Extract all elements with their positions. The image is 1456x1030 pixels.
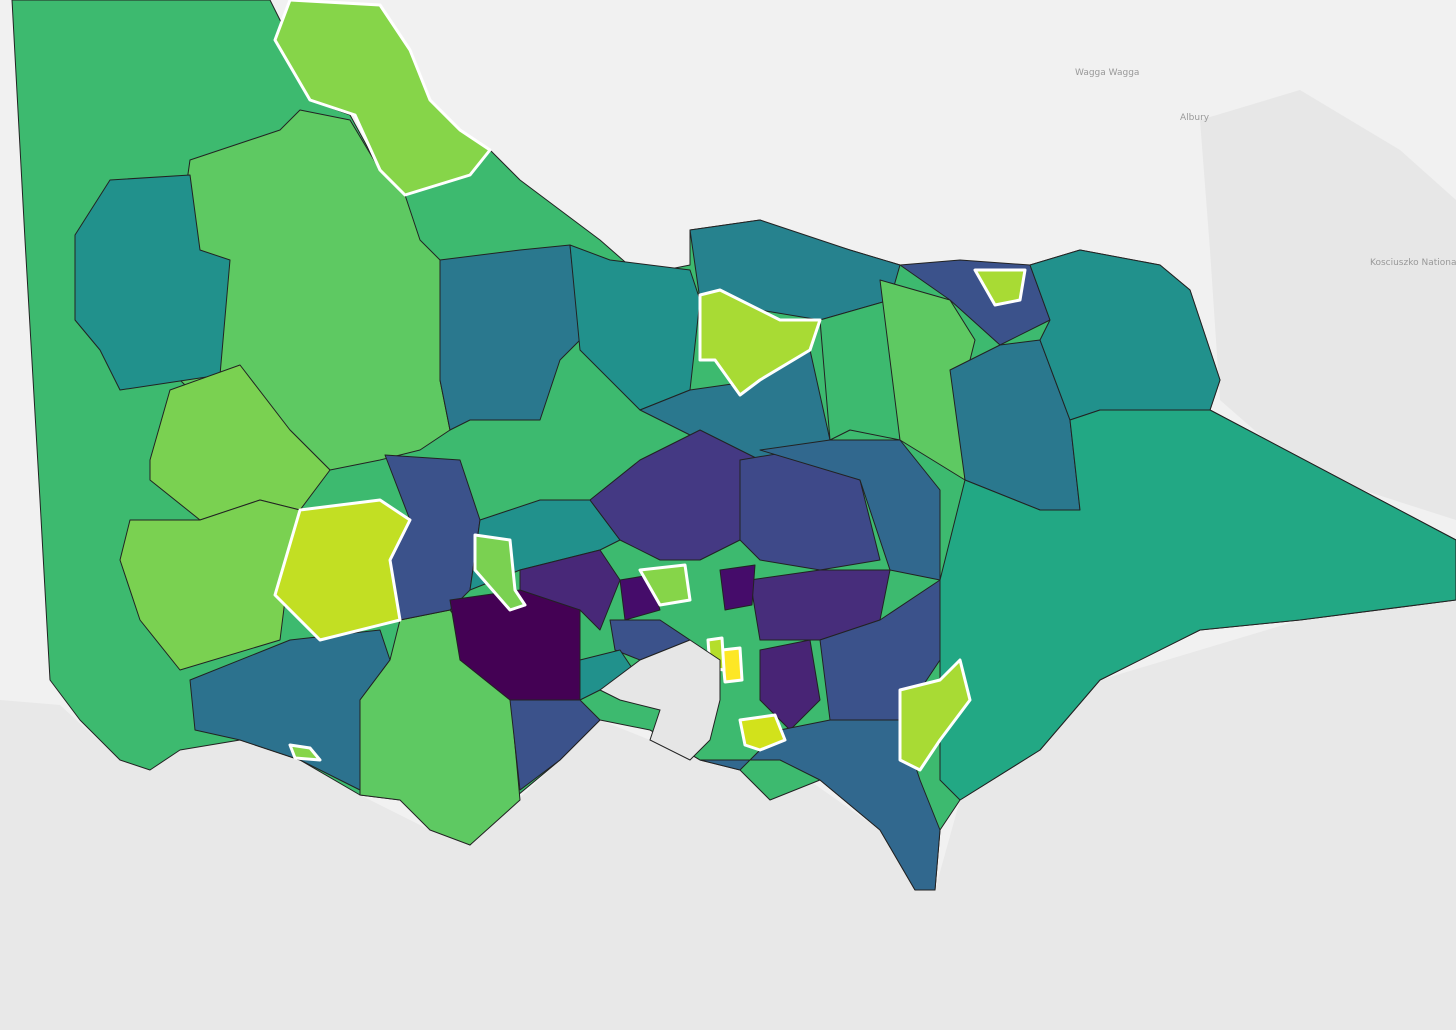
district [698, 288, 822, 397]
basemap-label: Wagga Wagga [1075, 68, 1139, 78]
district [273, 498, 412, 642]
basemap-label: Kosciuszko National Park [1370, 258, 1456, 268]
district [509, 699, 601, 791]
district [273, 0, 492, 197]
terrain-shading [1200, 90, 1456, 520]
district [819, 299, 901, 441]
district [439, 244, 581, 431]
district [638, 563, 692, 607]
district [473, 533, 527, 612]
district [939, 409, 1456, 801]
district [898, 658, 972, 772]
highlighted-districts [273, 0, 1027, 772]
district [288, 743, 322, 762]
district [759, 639, 821, 731]
ocean [0, 600, 1456, 1030]
district [759, 439, 941, 581]
district [149, 364, 331, 521]
port-phillip-bay [599, 639, 721, 761]
district [74, 174, 231, 391]
districts [74, 109, 1456, 891]
district [719, 564, 756, 611]
district [738, 713, 787, 752]
district [649, 719, 941, 891]
basemap-label: Albury [1180, 113, 1210, 123]
district [973, 268, 1027, 307]
district [569, 244, 701, 411]
